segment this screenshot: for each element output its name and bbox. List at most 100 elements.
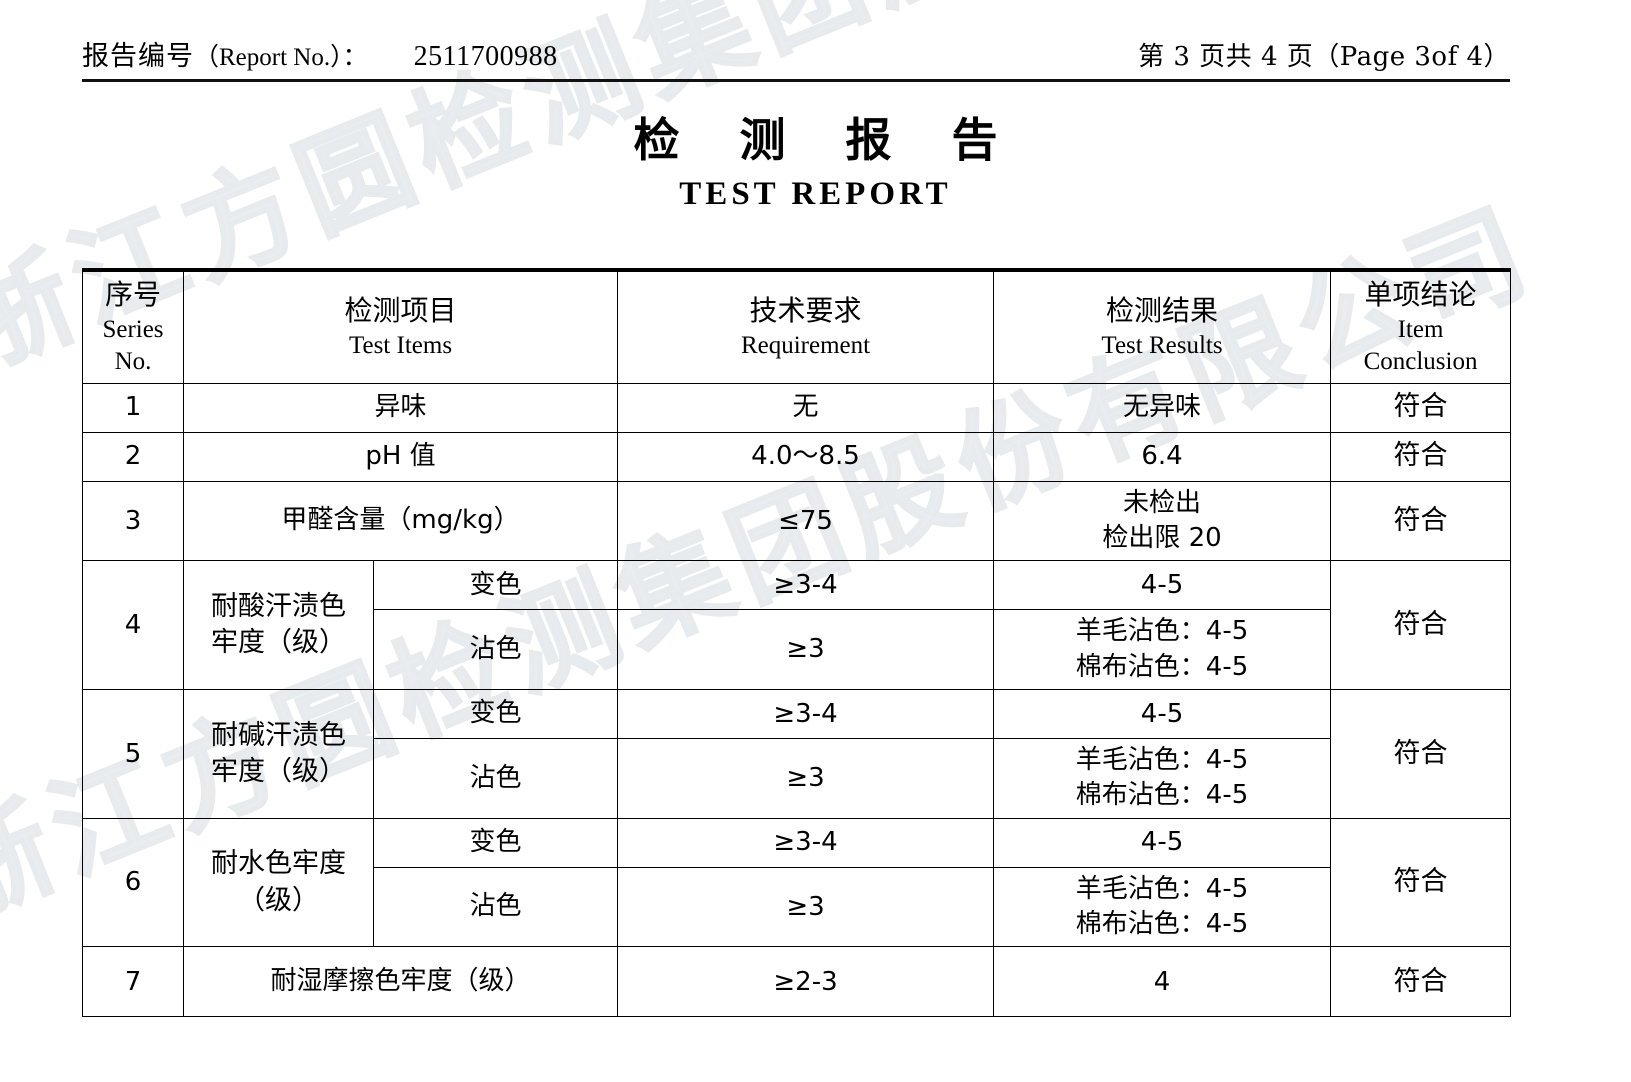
report-number-value: 2511700988	[413, 41, 558, 72]
row-test-result: 4-5	[993, 560, 1332, 611]
page-title-cn: 检 测 报 告	[633, 113, 1020, 167]
row-test-result-line-1: 羊毛沾色：4-5	[1075, 744, 1249, 775]
table-row: 沾色 ≥3 羊毛沾色：4-5 棉布沾色：4-5	[83, 737, 1511, 819]
column-header-cn: 检测结果	[1106, 294, 1219, 328]
row-test-subitem: 变色	[372, 688, 619, 739]
row-series-no: 6	[82, 817, 184, 948]
row-conclusion: 符合	[1330, 946, 1512, 1018]
row-test-item-line-1: 耐碱汗渍色	[211, 719, 346, 751]
row-conclusion: 符合	[1330, 431, 1512, 482]
row-test-subitem: 沾色	[372, 866, 619, 948]
row-test-result-line-1: 未检出	[1123, 487, 1202, 518]
row-test-item-line-1: 耐酸汗渍色	[211, 590, 346, 622]
row-test-result: 羊毛沾色：4-5 棉布沾色：4-5	[993, 737, 1332, 819]
row-conclusion: 符合	[1330, 560, 1512, 690]
row-series-no: 1	[82, 382, 184, 433]
row-test-result-line-2: 棉布沾色：4-5	[1075, 909, 1249, 940]
row-test-item-line-2: 牢度（级）	[211, 627, 346, 659]
row-test-result-line-2: 棉布沾色：4-5	[1075, 651, 1249, 682]
row-series-no: 5	[82, 688, 184, 819]
row-test-subitem: 沾色	[372, 737, 619, 819]
row-conclusion: 符合	[1330, 382, 1512, 433]
row-test-result-line-1: 羊毛沾色：4-5	[1075, 616, 1249, 647]
table-row: 1 异味 无 无异味 符合	[82, 382, 1512, 433]
column-header-en-2: Conclusion	[1363, 348, 1478, 376]
row-series-no: 7	[82, 946, 184, 1018]
row-test-subitem: 沾色	[372, 609, 619, 690]
row-conclusion: 符合	[1330, 817, 1512, 948]
row-test-result-line-2: 检出限 20	[1102, 522, 1222, 553]
row-test-item: 耐碱汗渍色 牢度（级）	[183, 688, 374, 819]
row-test-item: 耐湿摩擦色牢度（级）	[182, 946, 619, 1018]
column-header-series-no: 序号 Series No.	[82, 267, 184, 384]
column-header-test-results: 检测结果 Test Results	[993, 267, 1332, 384]
row-test-result: 羊毛沾色：4-5 棉布沾色：4-5	[993, 609, 1332, 690]
row-requirement: ≥3	[617, 866, 995, 948]
table-header-row: 序号 Series No. 检测项目 Test Items 技术要求 Requi…	[82, 267, 1512, 384]
row-requirement: ≥3-4	[617, 688, 995, 739]
column-header-cn: 技术要求	[749, 294, 862, 328]
row-requirement: 4.0～8.5	[617, 431, 995, 482]
row-test-item: 耐水色牢度 （级）	[183, 817, 374, 948]
row-conclusion: 符合	[1330, 688, 1512, 819]
row-test-item-line-2: 牢度（级）	[211, 755, 346, 787]
page-title: 检 测 报 告 TEST REPORT	[0, 112, 1631, 213]
row-test-subitem: 变色	[372, 817, 619, 868]
row-test-item: 异味	[182, 382, 619, 433]
row-requirement: 无	[617, 382, 995, 433]
row-test-item-line-1: 耐水色牢度	[211, 848, 346, 880]
row-test-result: 羊毛沾色：4-5 棉布沾色：4-5	[993, 866, 1332, 948]
column-header-en-2: No.	[114, 348, 152, 376]
report-number-label-cn: 报告编号	[82, 41, 194, 72]
report-number-label-en: （Report No.）：	[194, 44, 368, 71]
row-test-item: 耐酸汗渍色 牢度（级）	[183, 560, 374, 690]
table-row: 5 耐碱汗渍色 牢度（级） 变色 ≥3-4 4-5 符合	[82, 688, 1512, 819]
column-header-cn: 检测项目	[344, 294, 457, 328]
row-conclusion: 符合	[1330, 480, 1512, 562]
column-header-test-items: 检测项目 Test Items	[182, 267, 619, 384]
table-row: 沾色 ≥3 羊毛沾色：4-5 棉布沾色：4-5	[83, 609, 1511, 690]
column-header-cn: 序号	[104, 278, 161, 311]
row-test-result: 无异味	[993, 382, 1332, 433]
table-row: 6 耐水色牢度 （级） 变色 ≥3-4 4-5 符合	[82, 817, 1512, 948]
column-header-en-1: Test Results	[1101, 331, 1223, 359]
row-requirement: ≤75	[617, 480, 995, 562]
page-indicator: 第 3 页共 4 页（Page 3of 4）	[1138, 42, 1510, 72]
table-row: 2 pH 值 4.0～8.5 6.4 符合	[82, 431, 1512, 482]
test-results-table: 序号 Series No. 检测项目 Test Items 技术要求 Requi…	[82, 267, 1512, 1018]
row-requirement: ≥3	[617, 737, 995, 819]
row-test-result: 6.4	[993, 431, 1332, 482]
table-row: 3 甲醛含量（mg/kg） ≤75 未检出 检出限 20 符合	[82, 480, 1512, 562]
row-test-item: 甲醛含量（mg/kg）	[182, 480, 619, 562]
document-header: 报告编号 （Report No.）： 2511700988 第 3 页共 4 页…	[82, 34, 1510, 82]
row-series-no: 4	[82, 560, 184, 690]
table-row: 7 耐湿摩擦色牢度（级） ≥2-3 4 符合	[82, 946, 1512, 1018]
column-header-en-1: Item	[1397, 315, 1444, 343]
table-row: 沾色 ≥3 羊毛沾色：4-5 棉布沾色：4-5	[83, 866, 1511, 948]
row-requirement: ≥3	[617, 609, 995, 690]
column-header-en-1: Test Items	[348, 331, 453, 359]
column-header-item-conclusion: 单项结论 Item Conclusion	[1330, 267, 1512, 384]
row-test-result-line-2: 棉布沾色：4-5	[1075, 780, 1249, 811]
row-test-subitem: 变色	[372, 560, 619, 611]
row-test-result: 4-5	[993, 817, 1332, 868]
column-header-cn: 单项结论	[1364, 278, 1477, 311]
row-test-item: pH 值	[182, 431, 619, 482]
row-test-result: 4	[993, 946, 1332, 1018]
page-title-en: TEST REPORT	[679, 175, 952, 212]
row-requirement: ≥3-4	[617, 817, 995, 868]
row-requirement: ≥3-4	[617, 560, 995, 611]
column-header-en-1: Series	[102, 315, 164, 343]
row-series-no: 2	[82, 431, 184, 482]
column-header-requirement: 技术要求 Requirement	[617, 267, 995, 384]
row-test-result-line-1: 羊毛沾色：4-5	[1075, 873, 1249, 904]
column-header-en-1: Requirement	[740, 331, 871, 359]
report-number-group: 报告编号 （Report No.）： 2511700988	[82, 34, 558, 73]
row-test-result: 未检出 检出限 20	[993, 480, 1332, 562]
row-requirement: ≥2-3	[617, 946, 995, 1018]
table-row: 4 耐酸汗渍色 牢度（级） 变色 ≥3-4 4-5 符合	[82, 560, 1512, 690]
row-series-no: 3	[82, 480, 184, 562]
row-test-item-line-2: （级）	[238, 884, 319, 916]
row-test-result: 4-5	[993, 688, 1332, 739]
